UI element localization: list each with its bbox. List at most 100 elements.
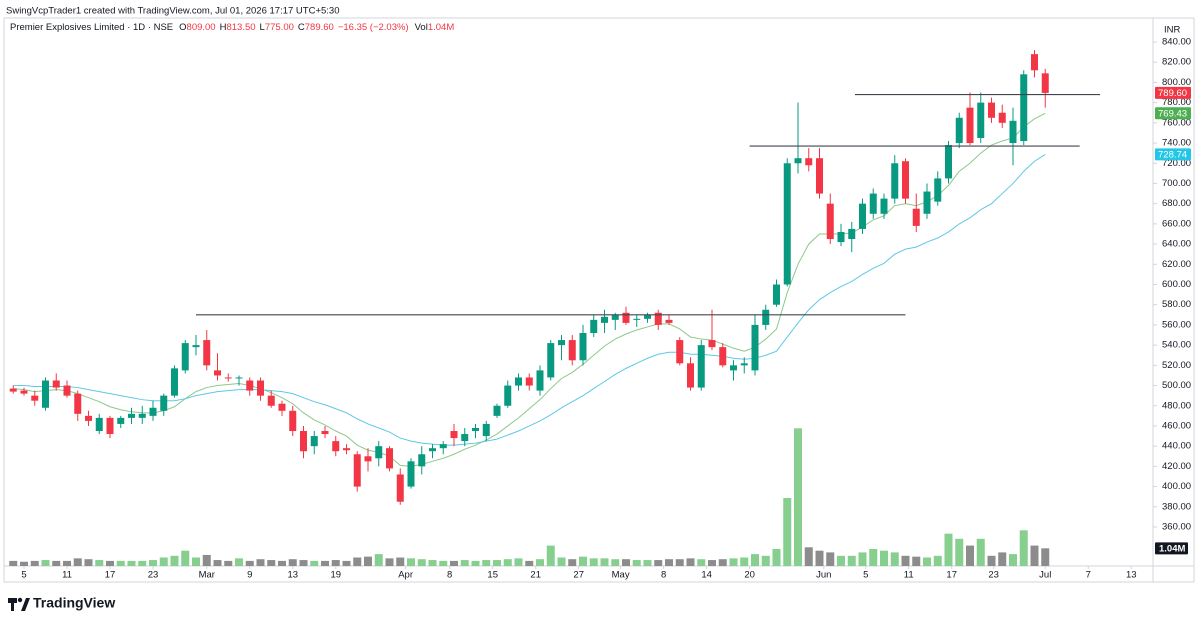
volume-bar [966, 545, 974, 566]
y-tick-label: 560.00 [1162, 319, 1191, 330]
volume-bar [772, 549, 781, 566]
volume-bar [901, 555, 910, 566]
candle-body [966, 107, 974, 144]
candle-body [181, 343, 189, 371]
y-tick-label: 580.00 [1162, 299, 1191, 310]
candle-body [665, 319, 673, 323]
volume-bar [288, 559, 297, 566]
y-tick-label: 660.00 [1162, 218, 1191, 229]
volume-bar [353, 557, 362, 566]
candle-body [923, 191, 931, 214]
volume-bars [9, 428, 1050, 566]
candle-body [579, 333, 587, 361]
x-tick-label: Jun [816, 570, 831, 581]
candle-body [289, 410, 297, 432]
candle-body [783, 163, 791, 285]
y-tick-label: 400.00 [1162, 481, 1191, 492]
candle-body [20, 390, 28, 394]
currency: INR [1164, 25, 1181, 36]
header: SwingVcpTrader1 created with TradingView… [6, 6, 339, 17]
candle-body [558, 340, 565, 346]
volume-bar [73, 558, 82, 566]
x-tick-label: 20 [744, 570, 755, 581]
volume-bar [213, 560, 222, 566]
x-tick-label: 23 [988, 570, 999, 581]
candle-body [450, 431, 458, 439]
logo-icon [17, 597, 23, 603]
volume-tag-label: 1.04M [1159, 543, 1185, 554]
candle-body [74, 393, 82, 414]
y-tick-label: 820.00 [1162, 57, 1191, 68]
volume-bar [923, 557, 931, 566]
candle-body [687, 363, 694, 388]
legend-item: −16.35 (−2.03%) [338, 22, 409, 33]
volume-bar [654, 560, 663, 566]
volume-bar [192, 557, 200, 566]
candle-body [837, 231, 845, 243]
candle-body [321, 431, 329, 435]
x-tick-label: 15 [487, 570, 498, 581]
footer: TradingView [33, 595, 115, 611]
candle-body [493, 405, 501, 416]
candle-body [160, 395, 168, 411]
candle-body [794, 158, 802, 164]
legend-item: 775.00 [265, 22, 294, 33]
volume-bar [804, 547, 813, 566]
candle-body [773, 284, 780, 305]
volume-bar [256, 559, 265, 566]
volume-bar [20, 561, 28, 566]
candle-body [128, 413, 135, 418]
legend-item: Vol [415, 22, 428, 33]
volume-bar [998, 552, 1007, 566]
price-tag-label: 769.43 [1158, 108, 1187, 119]
volume-bar [235, 558, 243, 566]
volume-bar [310, 560, 319, 566]
y-tick-label: 620.00 [1162, 259, 1191, 270]
candle-body [364, 456, 372, 462]
y-tick-label: 420.00 [1162, 461, 1191, 472]
candle-body [762, 309, 770, 325]
candle-body [138, 413, 146, 418]
candle-body [396, 474, 404, 502]
candle-body [805, 158, 813, 166]
volume-bar [622, 559, 630, 566]
candle-body [214, 370, 221, 376]
y-tick-label: 520.00 [1162, 360, 1191, 371]
y-tick-label: 640.00 [1162, 239, 1191, 250]
volume-bar [514, 558, 523, 566]
y-tick-label: 680.00 [1162, 198, 1191, 209]
candle-body [1020, 74, 1028, 142]
volume-bar [202, 554, 211, 566]
candle-body [740, 363, 748, 366]
candle-body [1031, 54, 1038, 71]
candle-body [998, 112, 1006, 123]
volume-bar [224, 560, 233, 566]
candle-body [697, 345, 705, 388]
x-tick-label: 9 [247, 570, 252, 581]
candle-body [934, 178, 942, 202]
price-tag [1155, 107, 1191, 120]
y-tick-label: 800.00 [1162, 77, 1191, 88]
x-tick-label: 17 [105, 570, 116, 581]
volume-bar [708, 560, 716, 566]
volume-bar [278, 560, 286, 566]
volume-bar [428, 560, 437, 566]
volume-bar [106, 560, 114, 566]
candle-body [848, 228, 856, 240]
volume-bar [912, 556, 921, 566]
candle-body [536, 370, 544, 391]
volume-bar [299, 560, 308, 566]
volume-bar [589, 558, 598, 566]
x-tick-label: 14 [701, 570, 712, 581]
candle-body [332, 441, 340, 452]
x-tick-label: 13 [287, 570, 298, 581]
volume-bar [751, 554, 759, 566]
candle-body [751, 324, 759, 371]
candle-body [515, 377, 522, 386]
candle-body [343, 448, 350, 451]
volume-bar [321, 560, 329, 566]
candle-body [859, 203, 866, 229]
volume-bar [869, 549, 878, 566]
volume-bar [1019, 530, 1028, 566]
